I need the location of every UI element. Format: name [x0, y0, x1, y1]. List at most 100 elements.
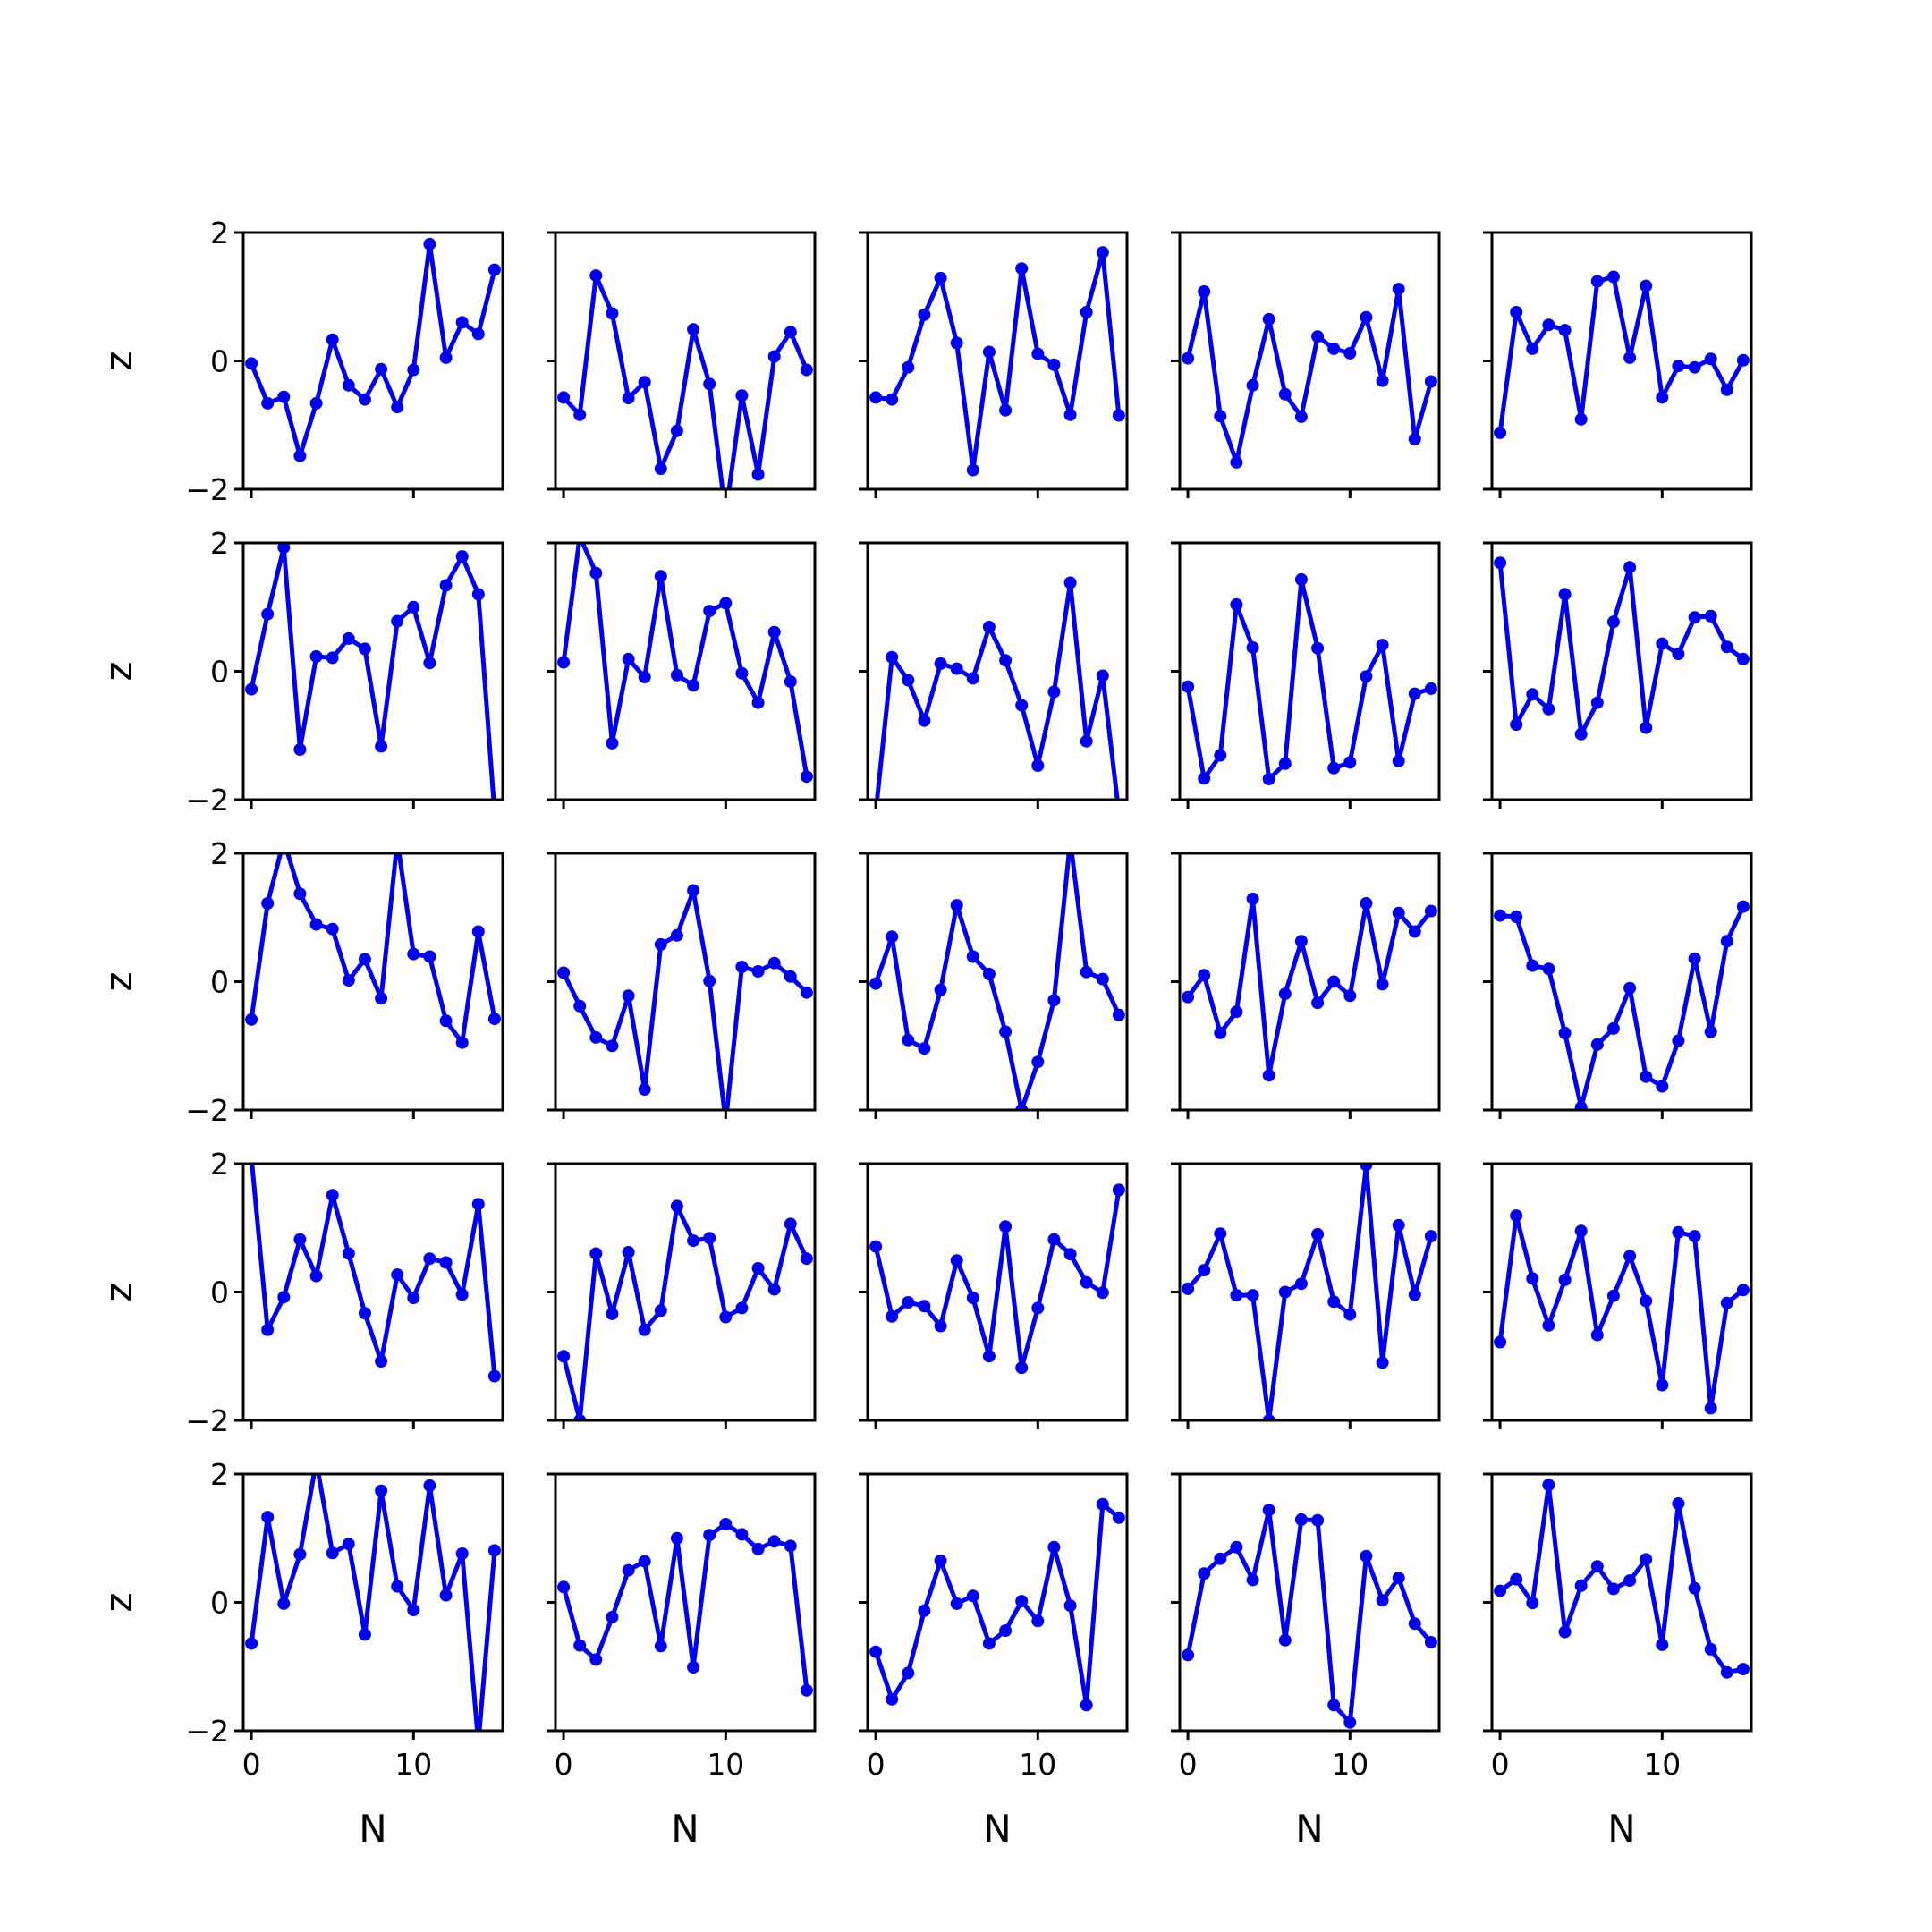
series-line	[1499, 905, 1746, 1110]
data-point	[670, 424, 683, 437]
subplot-r3-c4	[1171, 852, 1441, 1119]
y-axis-label: z	[97, 1282, 140, 1301]
data-point	[1015, 262, 1029, 275]
data-point	[902, 1666, 915, 1680]
data-point	[573, 408, 587, 421]
data-point	[557, 966, 571, 979]
data-point	[439, 1014, 453, 1028]
data-point	[326, 1546, 339, 1560]
data-point	[293, 1547, 307, 1561]
subplot-r4-c1: −2 0 2 z	[97, 1147, 504, 1438]
data-point	[1294, 1277, 1308, 1291]
data-point	[487, 1369, 501, 1383]
data-point	[1736, 900, 1750, 913]
data-point	[800, 363, 813, 377]
data-point	[1327, 1699, 1341, 1712]
subplot-r3-c5	[1483, 852, 1753, 1119]
data-point	[934, 1319, 947, 1333]
data-point	[423, 657, 436, 670]
series-line	[561, 543, 809, 777]
data-point	[1704, 1642, 1717, 1656]
data-point	[1031, 347, 1045, 360]
data-layer	[1182, 1504, 1437, 1729]
data-point	[751, 1542, 765, 1555]
data-point	[1408, 1617, 1421, 1631]
data-point	[245, 1151, 258, 1164]
data-point	[999, 654, 1013, 667]
data-point	[1574, 412, 1588, 426]
data-point	[557, 1350, 571, 1363]
data-point	[1640, 1294, 1653, 1308]
data-point	[719, 597, 733, 610]
data-point	[800, 1252, 813, 1266]
data-layer	[1182, 283, 1437, 469]
data-point	[999, 1025, 1013, 1038]
data-point	[1688, 952, 1701, 965]
data-point	[1623, 561, 1637, 574]
data-point	[886, 650, 899, 664]
data-point	[1015, 1595, 1029, 1608]
data-point	[1096, 1497, 1109, 1511]
data-point	[1230, 597, 1243, 611]
data-layer	[875, 576, 1120, 800]
axes-frame	[554, 541, 817, 801]
data-point	[573, 1414, 587, 1420]
data-point	[1080, 1699, 1093, 1712]
data-point	[1688, 360, 1701, 374]
data-point	[751, 1262, 765, 1275]
data-point	[654, 1640, 667, 1653]
data-point	[1656, 637, 1669, 650]
data-point	[719, 1310, 733, 1324]
data-point	[1408, 433, 1421, 445]
data-point	[1198, 772, 1211, 785]
data-point	[358, 1628, 371, 1641]
x-tick-label: 10	[394, 1747, 432, 1782]
data-point	[1720, 1296, 1733, 1309]
data-point	[1031, 1055, 1045, 1069]
subplot-r3-c1: −2 0 2 z	[97, 836, 504, 1128]
data-point	[487, 1544, 501, 1557]
data-point	[1311, 996, 1325, 1010]
data-point	[1672, 1497, 1685, 1510]
data-point	[1214, 1552, 1227, 1565]
data-point	[1047, 1233, 1061, 1246]
data-point	[1392, 1572, 1405, 1585]
data-layer	[557, 1199, 813, 1420]
data-point	[735, 1528, 749, 1541]
data-point	[1376, 639, 1389, 652]
data-point	[439, 579, 453, 592]
data-point	[1246, 378, 1259, 392]
data-point	[950, 1597, 963, 1610]
x-tick-label: 10	[1331, 1747, 1368, 1782]
data-point	[869, 391, 883, 404]
data-point	[1392, 906, 1405, 919]
data-point	[654, 937, 667, 951]
data-point	[309, 650, 323, 663]
data-point	[767, 625, 781, 639]
subplot-r1-c2	[547, 231, 817, 498]
data-layer	[245, 1151, 501, 1383]
data-point	[1246, 892, 1259, 905]
subplot-r5-c2: 0 10N	[547, 1472, 817, 1851]
data-point	[277, 390, 291, 403]
data-point	[1311, 330, 1325, 343]
data-point	[326, 1189, 339, 1202]
series-line	[249, 242, 497, 459]
y-tick-label: 2	[210, 1147, 229, 1182]
data-point	[950, 899, 963, 912]
data-point	[293, 887, 307, 901]
data-point	[687, 1661, 700, 1674]
data-point	[934, 271, 947, 284]
data-point	[869, 1240, 883, 1253]
data-point	[1408, 925, 1421, 938]
data-point	[375, 1355, 388, 1368]
data-point	[1015, 699, 1029, 712]
data-point	[342, 378, 355, 392]
data-point	[472, 1737, 485, 1750]
data-point	[950, 662, 963, 675]
data-point	[375, 740, 388, 753]
data-point	[471, 327, 485, 341]
data-point	[999, 1220, 1013, 1233]
data-point	[293, 449, 307, 462]
